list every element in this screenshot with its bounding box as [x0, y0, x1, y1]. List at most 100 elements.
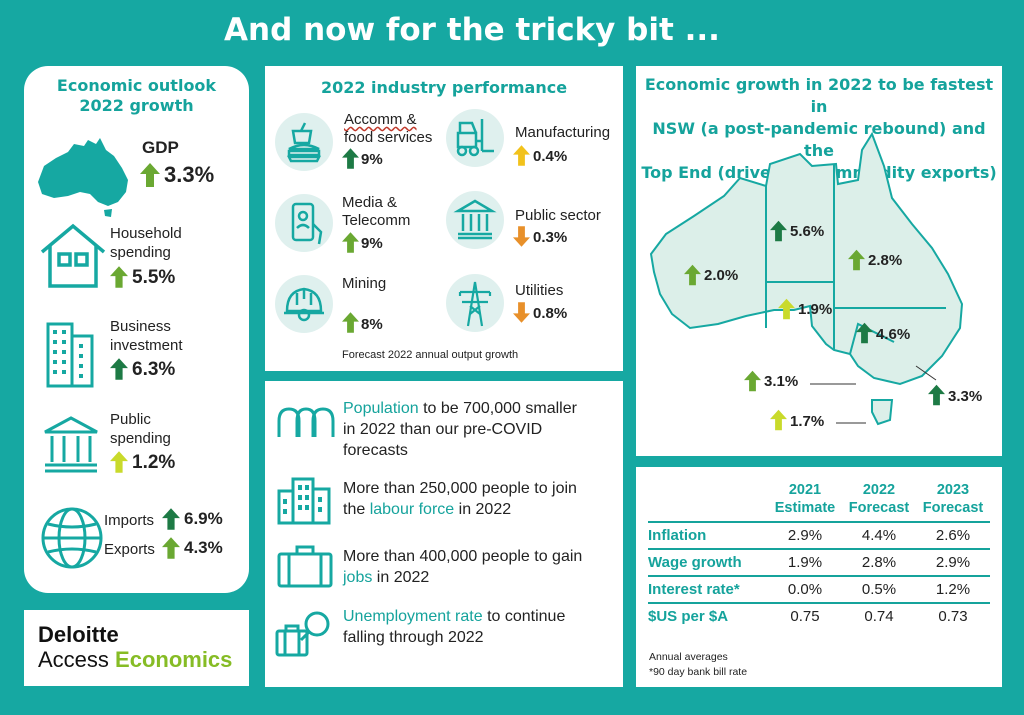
industry-mining-up-arrow-icon: [342, 312, 359, 333]
table-cell: 2.9%: [768, 521, 842, 549]
table-row: Interest rate* 0.0% 0.5% 1.2%: [648, 575, 990, 603]
tas-value: 1.7%: [790, 413, 825, 430]
food-drink-icon: [275, 113, 333, 171]
industry-media-value: 9%: [361, 235, 383, 252]
imports-up-arrow-icon: [162, 508, 180, 530]
exports-up-arrow-icon: [162, 537, 180, 559]
nsw-up-arrow-icon: [856, 322, 873, 344]
table-row: Inflation 2.9% 4.4% 2.6%: [648, 521, 990, 549]
table-cell: 0.0%: [768, 575, 842, 603]
office-building-icon: [46, 322, 94, 388]
exports-label: Exports: [104, 541, 155, 558]
city-buildings-icon: [277, 477, 331, 525]
industry-performance-panel: 2022 industry performance Accomm & food …: [265, 66, 623, 371]
table-header-blank: [648, 481, 768, 522]
table-header-row: 2021 Estimate 2022 Forecast 2023 Forecast: [648, 481, 990, 522]
nsw-value: 4.6%: [876, 326, 911, 343]
outlook-title-line1: Economic outlook: [56, 76, 217, 95]
public-up-arrow-icon: [110, 451, 128, 473]
labour-market-panel: Population to be 700,000 smaller in 2022…: [265, 381, 623, 687]
table-cell: 2.8%: [842, 548, 916, 576]
table-note-annual: Annual averages: [649, 651, 728, 663]
economic-outlook-panel: Economic outlook 2022 growth GDP 3.3% Ho…: [24, 66, 249, 593]
government-building-icon: [44, 416, 98, 473]
act-pointer-line: [915, 365, 937, 381]
industry-media-label-line1: Media &: [342, 194, 398, 211]
header-2023-line1: 2023: [936, 482, 970, 498]
labour-force-post: in 2022: [454, 501, 512, 518]
household-up-arrow-icon: [110, 266, 128, 288]
industry-accomm-up-arrow-icon: [342, 148, 359, 169]
gdp-value: 3.3%: [164, 162, 215, 187]
row-label-inflation: Inflation: [648, 521, 768, 549]
map-mainland: [649, 131, 964, 386]
row-label-wage-growth: Wage growth: [648, 548, 768, 576]
industry-manufacturing-value: 0.4%: [533, 148, 568, 165]
business-label: Business investment: [110, 317, 183, 355]
industry-title: 2022 industry performance: [320, 78, 568, 97]
labour-force-pre: the: [343, 501, 370, 518]
wa-value: 2.0%: [704, 267, 739, 284]
logo-economics-text: Economics: [115, 647, 233, 672]
labour-force-highlight: labour force: [369, 501, 455, 518]
population-text: Population to be 700,000 smaller in 2022…: [343, 398, 577, 461]
act-value: 3.3%: [948, 388, 983, 405]
industry-accomm-label: Accomm & food services: [344, 111, 432, 147]
briefcase-icon: [277, 545, 333, 588]
business-label-line2: investment: [110, 337, 183, 354]
household-label-line2: spending: [110, 244, 171, 261]
qld-up-arrow-icon: [848, 249, 865, 271]
table-note-interest: *90 day bank bill rate: [649, 666, 748, 678]
imports-label: Imports: [104, 512, 155, 529]
table-cell: 1.2%: [916, 575, 990, 603]
industry-manufacturing-up-arrow-icon: [513, 145, 530, 166]
industry-accomm-value: 9%: [361, 151, 383, 168]
header-2022-line1: 2022: [862, 482, 896, 498]
table-row: Wage growth 1.9% 2.8% 2.9%: [648, 548, 990, 576]
unemployment-rest1: to continue: [482, 608, 566, 625]
population-highlight: Population: [343, 400, 419, 417]
business-up-arrow-icon: [110, 358, 128, 380]
labour-force-line1: More than 250,000 people to join: [343, 480, 577, 497]
industry-public-sector-value: 0.3%: [533, 229, 568, 246]
imports-value: 6.9%: [184, 509, 223, 528]
header-2021-line2: Estimate: [774, 500, 836, 516]
job-search-icon: [275, 611, 330, 657]
logo-deloitte-text: Deloitte: [38, 622, 119, 647]
industry-footnote: Forecast 2022 annual output growth: [342, 349, 519, 361]
business-label-line1: Business: [110, 318, 171, 335]
table-cell: 2.9%: [916, 548, 990, 576]
state-growth-panel: Economic growth in 2022 to be fastest in…: [636, 66, 1002, 456]
table-row: $US per $A 0.75 0.74 0.73: [648, 602, 990, 629]
logo-access-text: Access: [38, 647, 116, 672]
industry-public-sector-down-arrow-icon: [513, 226, 530, 247]
industry-manufacturing-label: Manufacturing: [515, 124, 611, 141]
power-pylon-icon: [446, 274, 504, 332]
sa-value: 1.9%: [798, 301, 833, 318]
logo-access-economics: Access Economics: [38, 647, 232, 673]
public-label-line1: Public: [110, 411, 151, 428]
row-label-interest-rate: Interest rate*: [648, 575, 768, 603]
house-icon: [40, 223, 106, 288]
globe-icon: [41, 507, 103, 569]
growth-title-line2: NSW (a post-pandemic rebound) and the: [652, 119, 986, 160]
nt-up-arrow-icon: [770, 220, 787, 242]
household-label-line1: Household: [110, 225, 182, 242]
industry-utilities-down-arrow-icon: [513, 302, 530, 323]
industry-mining-value: 8%: [361, 316, 383, 333]
population-rest1: to be 700,000 smaller: [418, 400, 577, 417]
public-value: 1.2%: [132, 452, 176, 473]
vic-value: 3.1%: [764, 373, 799, 390]
tas-up-arrow-icon: [770, 409, 787, 431]
industry-media-label-line2: Telecomm: [342, 212, 411, 229]
growth-title-line1: Economic growth in 2022 to be fastest in: [644, 75, 994, 116]
public-sector-building-icon: [446, 191, 504, 249]
industry-media-label: Media & Telecomm: [342, 194, 410, 230]
sa-up-arrow-icon: [778, 298, 795, 320]
table-cell: 0.74: [842, 602, 916, 629]
forecast-table: 2021 Estimate 2022 Forecast 2023 Forecast I…: [648, 481, 990, 629]
unemployment-text: Unemployment rate to continue falling th…: [343, 606, 565, 648]
jobs-text: More than 400,000 people to gain jobs in…: [343, 546, 582, 588]
table-cell: 2.6%: [916, 521, 990, 549]
public-label-line2: spending: [110, 430, 171, 447]
